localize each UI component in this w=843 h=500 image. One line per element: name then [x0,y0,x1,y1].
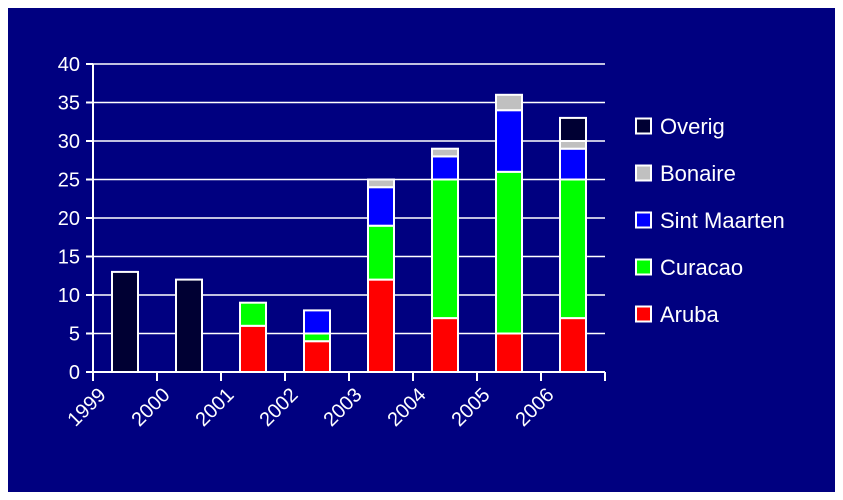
x-tick-label-2003: 2003 [320,384,367,431]
bar-segment-bonaire-2003 [367,178,395,189]
legend-swatch-bonaire [635,164,652,182]
bar-segment-sint-maarten-2005 [495,109,523,173]
bar-segment-curacao-2006 [559,178,587,320]
y-tick-label-30: 30 [58,131,80,153]
bar-segment-curacao-2004 [431,178,459,320]
stacked-bar-chart: 0 5 10 15 20 25 30 35 40 1999 2000 2001 2002 2003 2004… [58,54,785,431]
legend-label-curacao: Curacao [660,255,743,280]
bar-segment-curacao-2005 [495,170,523,335]
y-tick-label-20: 20 [58,208,80,230]
y-tick-label-35: 35 [58,93,80,115]
bar-segment-overig-1999 [111,270,139,373]
x-tick-label-2005: 2005 [448,384,495,431]
legend-label-aruba: Aruba [660,302,719,327]
legend-swatch-sint-maarten [635,211,652,229]
bar-segment-bonaire-2006 [559,140,587,150]
bar-segment-aruba-2001 [239,324,267,373]
bar-segment-sint-maarten-2002 [303,309,331,335]
legend-swatch-curacao [635,258,652,276]
legend-label-sint-maarten: Sint Maarten [660,208,785,233]
bar-segment-aruba-2006 [559,317,587,374]
chart-panel: 0 5 10 15 20 25 30 35 40 1999 2000 2001 2002 2003 2004… [8,8,835,492]
y-tick-label-10: 10 [58,285,80,307]
legend-label-overig: Overig [660,114,725,139]
x-tick-label-2002: 2002 [256,384,303,431]
bar-segment-curacao-2001 [239,301,267,327]
bar-segment-sint-maarten-2003 [367,186,395,227]
legend-swatch-overig [635,117,652,135]
legend-swatch-aruba [635,305,652,323]
x-tick-label-2001: 2001 [192,384,239,431]
x-tick-label-1999: 1999 [64,384,111,431]
y-tick-label-15: 15 [58,247,80,269]
x-tick-label-2006: 2006 [512,384,559,431]
y-tick-label-40: 40 [58,54,80,76]
bar-segment-aruba-2004 [431,317,459,374]
bar-segment-overig-2006 [559,116,587,143]
y-tick-label-0: 0 [69,362,80,384]
bar-segment-curacao-2002 [303,332,331,343]
bar-segment-bonaire-2004 [431,147,459,158]
bar-segment-sint-maarten-2004 [431,155,459,181]
bar-segment-aruba-2005 [495,332,523,373]
x-tick-label-2000: 2000 [128,384,175,431]
legend-label-bonaire: Bonaire [660,161,736,186]
bar-segment-bonaire-2005 [495,93,523,112]
y-tick-label-5: 5 [69,324,80,346]
bar-segment-sint-maarten-2006 [559,147,587,181]
y-tick-label-25: 25 [58,170,80,192]
bar-segment-overig-2000 [175,278,203,374]
bar-segment-curacao-2003 [367,224,395,281]
bar-segment-aruba-2002 [303,340,331,374]
bar-segment-aruba-2003 [367,278,395,374]
x-tick-label-2004: 2004 [384,384,431,431]
